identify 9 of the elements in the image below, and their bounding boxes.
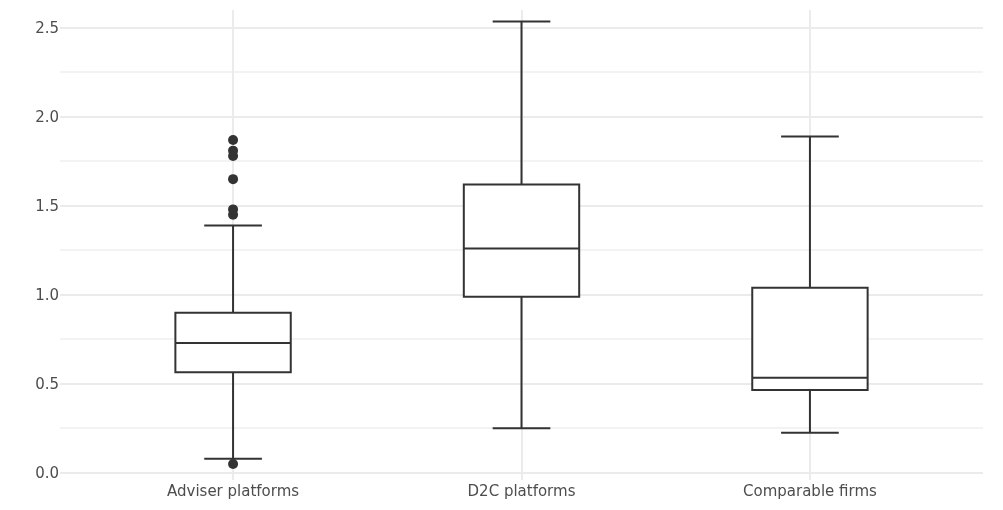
- y-tick-label: 0.5: [35, 375, 59, 394]
- x-tick-label: Comparable firms: [743, 482, 878, 500]
- y-tick-label: 2.0: [35, 108, 59, 127]
- y-tick-label: 1.0: [35, 286, 59, 305]
- y-tick-label: 0.0: [35, 464, 59, 483]
- x-tick-label: D2C platforms: [467, 482, 576, 500]
- y-tick-label: 2.5: [35, 19, 59, 38]
- y-tick-label: 1.5: [35, 197, 59, 216]
- x-tick-label: Adviser platforms: [167, 482, 300, 500]
